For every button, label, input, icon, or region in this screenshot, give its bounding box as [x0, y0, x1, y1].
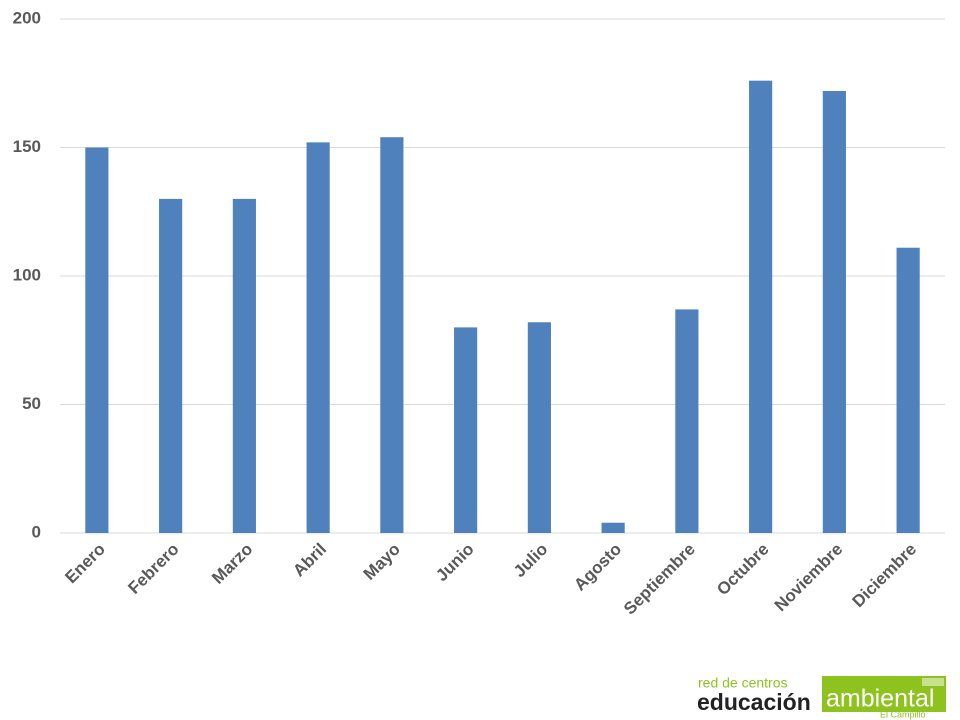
x-tick-label: Octubre — [713, 540, 773, 600]
x-tick-label: Julio — [510, 540, 551, 581]
bar — [675, 309, 699, 533]
x-tick-label: Noviembre — [771, 540, 847, 616]
bar — [601, 522, 625, 533]
x-tick-label: Diciembre — [849, 540, 921, 612]
bar — [159, 198, 183, 533]
y-tick-label: 100 — [13, 265, 41, 284]
x-tick-label: Febrero — [124, 540, 182, 598]
bar — [85, 147, 109, 533]
logo-box: ambiental — [826, 685, 934, 713]
bar — [380, 137, 404, 533]
logo-bottom: El Campillo — [880, 709, 926, 719]
x-tick-label: Abril — [289, 540, 330, 581]
x-tick-label: Agosto — [570, 540, 625, 595]
x-tick-label: Enero — [61, 540, 109, 588]
x-tick-label: Junio — [432, 540, 477, 585]
bar — [896, 247, 920, 534]
y-tick-label: 150 — [13, 137, 41, 156]
logo: red de centros educación ambiental El Ca… — [697, 675, 946, 719]
x-tick-label: Mayo — [360, 540, 404, 584]
y-tick-label: 200 — [13, 8, 41, 27]
bar — [527, 322, 551, 533]
logo-grid — [922, 678, 944, 686]
y-tick-label: 0 — [32, 522, 41, 541]
x-tick-label: Septiembre — [620, 540, 699, 619]
bar — [749, 80, 773, 534]
logo-left: educación — [697, 689, 811, 715]
logo-top: red de centros — [698, 675, 788, 691]
x-tick-label: Marzo — [208, 540, 256, 588]
bar — [822, 90, 846, 534]
bar — [454, 327, 478, 533]
bar — [232, 198, 256, 533]
y-tick-label: 50 — [22, 394, 41, 413]
bar — [306, 142, 330, 534]
